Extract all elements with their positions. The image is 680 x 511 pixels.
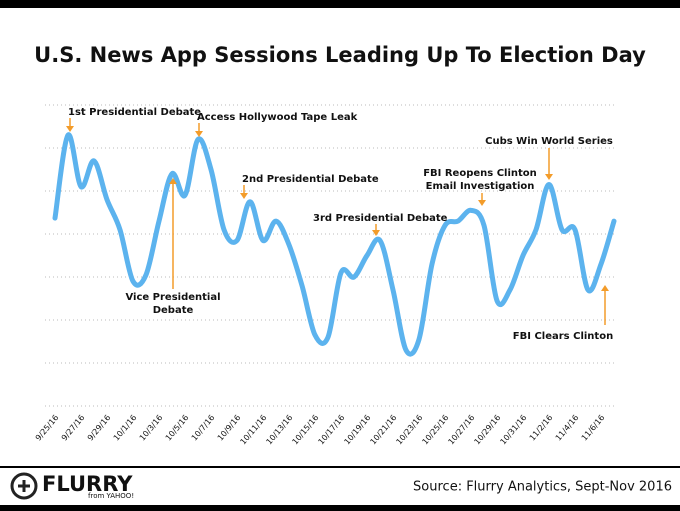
x-tick-label: 9/29/16 [86,413,113,442]
annotation-text: FBI Clears Clinton [513,331,613,342]
plot [52,132,617,357]
logo: FLURRY [42,472,133,496]
x-tick-label: 10/3/16 [138,413,165,442]
x-tick-label: 10/31/16 [498,413,528,446]
x-tick-label: 11/6/16 [580,413,607,442]
annotation-arrowhead [66,126,74,132]
annotation-arrowhead [240,193,248,199]
annotation-arrowhead [545,174,553,180]
annotation-text: Debate [153,305,194,316]
annotation-arrowhead [601,285,609,291]
annotation-text: Cubs Win World Series [485,136,613,147]
logo-icon [10,472,38,500]
annotations: 1st Presidential Debate Vice Presidential… [66,107,613,342]
x-tick-label: 11/4/16 [554,413,581,442]
x-axis: 9/25/16 9/27/16 9/29/16 10/1/16 10/3/16 10/5/… [34,413,607,446]
top-band [0,0,680,8]
logo-icon-mark [18,480,30,492]
chart-title: U.S. News App Sessions Leading Up To Ele… [34,43,646,67]
annotation-text: Access Hollywood Tape Leak [197,112,358,123]
x-tick-label: 10/9/16 [216,413,243,442]
x-tick-label: 10/5/16 [164,413,191,442]
x-tick-label: 9/27/16 [60,413,87,442]
line [52,132,617,357]
annotation-text: Email Investigation [426,181,535,192]
annotation-arrowhead [169,178,177,184]
annotation-text: Vice Presidential [125,292,220,303]
x-tick-label: 10/7/16 [190,413,217,442]
annotation-arrowhead [195,131,203,137]
x-tick-label: 10/1/16 [112,413,139,442]
annotation-text: 2nd Presidential Debate [242,174,379,185]
source: Source: Flurry Analytics, Sept-Nov 2016 [413,480,672,495]
annotation-text: FBI Reopens Clinton [423,168,537,179]
annotation-arrowhead [478,200,486,206]
annotation-text: 3rd Presidential Debate [313,213,448,224]
x-tick-label: 11/2/16 [528,413,555,442]
x-tick-label: 9/25/16 [34,413,61,442]
annotation-arrowhead [372,230,380,236]
annotation-text: 1st Presidential Debate [68,107,201,118]
grid [45,104,615,407]
byline: from YAHOO! [88,492,134,500]
bottom-band [0,505,680,511]
